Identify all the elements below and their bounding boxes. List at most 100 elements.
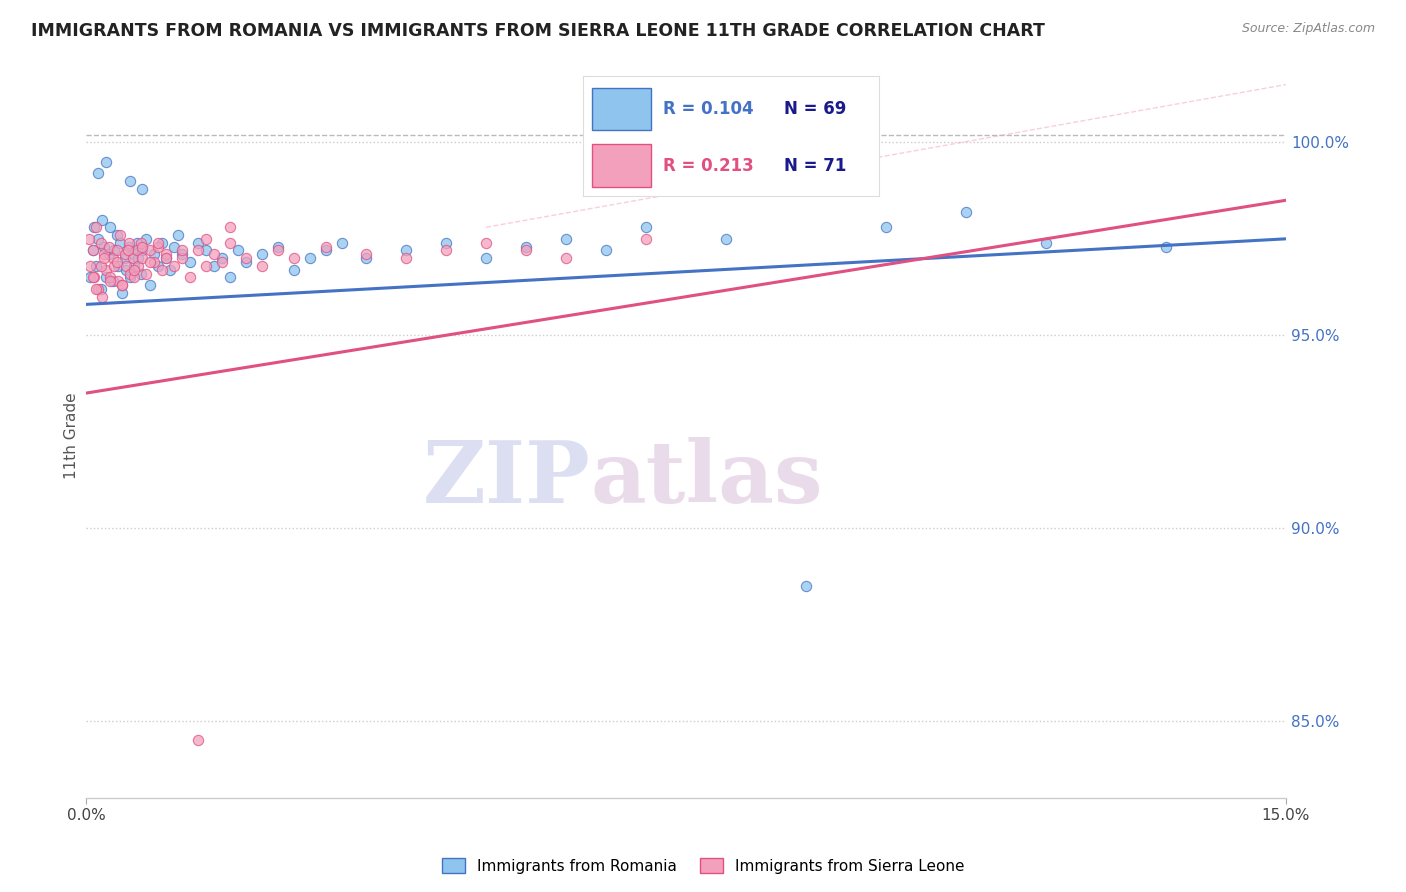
Point <box>121 251 143 265</box>
Point <box>120 174 142 188</box>
Point <box>82 244 104 258</box>
Point <box>79 259 101 273</box>
Point <box>187 244 209 258</box>
Point <box>172 251 194 265</box>
Point <box>250 247 273 261</box>
Point <box>150 235 173 250</box>
Point <box>127 251 149 265</box>
Point <box>555 232 578 246</box>
Text: R = 0.213: R = 0.213 <box>664 156 754 175</box>
Point <box>636 220 658 235</box>
Text: Source: ZipAtlas.com: Source: ZipAtlas.com <box>1241 22 1375 36</box>
Point <box>434 244 457 258</box>
Point <box>97 247 120 261</box>
Point <box>111 278 134 293</box>
Legend: Immigrants from Romania, Immigrants from Sierra Leone: Immigrants from Romania, Immigrants from… <box>436 852 970 880</box>
Point <box>117 235 139 250</box>
Text: atlas: atlas <box>591 437 823 521</box>
Point <box>267 239 290 253</box>
Point <box>98 274 121 288</box>
Point <box>87 282 110 296</box>
Point <box>94 270 117 285</box>
Point <box>90 235 112 250</box>
Point <box>101 274 124 288</box>
Point <box>155 251 177 265</box>
Point <box>250 259 273 273</box>
Point <box>636 232 658 246</box>
Point <box>107 259 129 273</box>
Point <box>202 259 225 273</box>
Point <box>179 270 201 285</box>
Text: N = 71: N = 71 <box>785 156 846 175</box>
Point <box>105 244 128 258</box>
Point <box>129 235 152 250</box>
Point <box>219 220 242 235</box>
Point <box>235 255 257 269</box>
Point <box>1154 239 1177 253</box>
Point <box>187 235 209 250</box>
Point <box>315 239 337 253</box>
Point <box>131 244 153 258</box>
Point <box>955 204 977 219</box>
Point <box>555 251 578 265</box>
Point <box>125 244 148 258</box>
Point <box>111 278 134 293</box>
Point <box>714 232 737 246</box>
Point <box>94 154 117 169</box>
Point <box>122 259 145 273</box>
Point <box>475 251 498 265</box>
Point <box>150 262 173 277</box>
Point <box>84 220 107 235</box>
Point <box>155 251 177 265</box>
Point <box>135 232 157 246</box>
Point <box>98 270 121 285</box>
Point <box>354 247 377 261</box>
Point <box>211 251 233 265</box>
Text: IMMIGRANTS FROM ROMANIA VS IMMIGRANTS FROM SIERRA LEONE 11TH GRADE CORRELATION C: IMMIGRANTS FROM ROMANIA VS IMMIGRANTS FR… <box>31 22 1045 40</box>
Point <box>434 235 457 250</box>
Point <box>315 244 337 258</box>
Point <box>202 247 225 261</box>
Point <box>117 244 139 258</box>
Point <box>131 239 153 253</box>
Point <box>219 235 242 250</box>
Point <box>111 285 134 300</box>
Point <box>195 244 218 258</box>
Point <box>129 267 152 281</box>
Point <box>105 227 128 242</box>
FancyBboxPatch shape <box>592 87 651 130</box>
Point <box>172 244 194 258</box>
Point <box>330 235 353 250</box>
Point <box>79 270 101 285</box>
Point <box>114 247 136 261</box>
Point <box>108 235 131 250</box>
Point <box>163 259 186 273</box>
Point <box>219 270 242 285</box>
Point <box>299 251 322 265</box>
Point <box>395 244 418 258</box>
Point <box>84 282 107 296</box>
Point <box>122 270 145 285</box>
Point <box>235 251 257 265</box>
Point <box>87 166 110 180</box>
Point <box>179 255 201 269</box>
Point <box>97 239 120 253</box>
Point <box>155 247 177 261</box>
Point <box>131 251 153 265</box>
Point <box>139 244 162 258</box>
Point <box>90 259 112 273</box>
Point <box>187 733 209 747</box>
Point <box>131 182 153 196</box>
Point <box>515 239 537 253</box>
Point <box>82 270 104 285</box>
Point <box>122 262 145 277</box>
Point <box>475 235 498 250</box>
Point <box>84 259 107 273</box>
Point <box>1035 235 1057 250</box>
Point <box>103 259 125 273</box>
Point <box>139 255 162 269</box>
Point <box>93 247 115 261</box>
Point <box>93 239 115 253</box>
Point <box>115 262 138 277</box>
Point <box>127 259 149 273</box>
